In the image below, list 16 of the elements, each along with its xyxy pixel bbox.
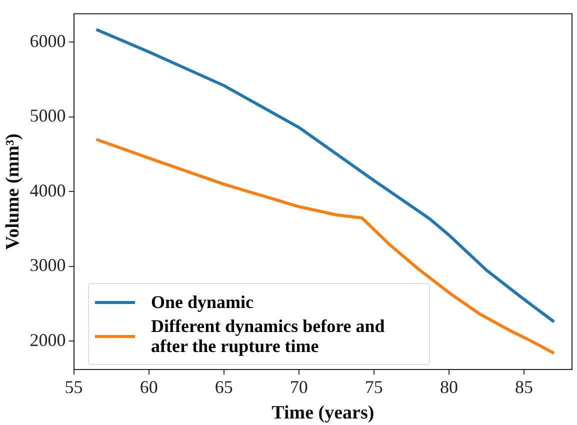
y-tick-label: 2000: [30, 330, 66, 350]
x-tick-label: 85: [514, 377, 533, 398]
x-tick-label: 55: [64, 377, 83, 398]
x-tick-label: 60: [140, 377, 158, 398]
y-tick-label: 3000: [30, 255, 66, 276]
y-tick-label: 5000: [30, 106, 66, 126]
y-tick-label: 4000: [30, 180, 66, 200]
legend-label: Different dynamics before and after the rupture time: [151, 316, 386, 356]
x-tick-label: 65: [214, 377, 233, 398]
y-axis-title: Volume (mm³): [2, 134, 24, 250]
legend-label: One dynamic: [151, 292, 254, 312]
y-tick-label: 6000: [30, 30, 66, 51]
x-tick-label: 70: [290, 377, 308, 398]
x-tick-label: 75: [364, 377, 383, 398]
x-tick-label: 80: [440, 377, 458, 398]
x-axis-title: Time (years): [272, 402, 374, 424]
